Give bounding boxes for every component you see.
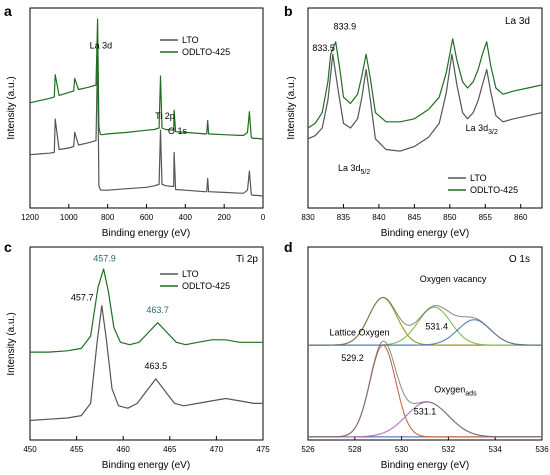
panel-b: b La 3d 830 835 840 845 850 855 860 833.5 833.9 L… xyxy=(284,3,543,239)
annotation-d-1: 531.4 xyxy=(425,321,448,331)
x-tick-label-a-1: 1000 xyxy=(60,213,78,222)
plot-area-b: 830 835 840 845 850 855 860 833.5 833.9 La 3d5/2 L… xyxy=(301,22,543,222)
panel-title-b: La 3d xyxy=(505,16,530,27)
x-tick-label-d-1: 528 xyxy=(348,445,362,454)
annotation-d-2: Lattice Oxygen xyxy=(329,328,389,338)
panel-title-d: O 1s xyxy=(509,254,530,265)
legend-b: LTO ODLTO-425 xyxy=(448,173,518,195)
x-tick-label-b-6: 860 xyxy=(514,213,528,222)
x-tick-label-c-1: 455 xyxy=(70,445,84,454)
annotation-a-2: O 1s xyxy=(168,126,188,136)
annotation-a-1: Ti 2p xyxy=(155,111,175,121)
legend-label-lto: LTO xyxy=(182,35,199,45)
x-tick-label-d-4: 534 xyxy=(489,445,503,454)
fit-envelope-upper xyxy=(308,296,542,346)
x-tick-label-b-4: 850 xyxy=(443,213,457,222)
y-axis-label-c: Intensity (a.u.) xyxy=(6,312,17,375)
x-tick-label-c-4: 470 xyxy=(210,445,224,454)
fit-envelope-lower xyxy=(308,340,542,438)
y-axis-label-a: Intensity (a.u.) xyxy=(6,76,17,139)
legend-label-lto-c: LTO xyxy=(182,269,199,279)
legend-label-lto-b: LTO xyxy=(470,173,487,183)
plot-frame-c xyxy=(29,246,264,441)
x-tick-label-b-1: 835 xyxy=(337,213,351,222)
legend-label-odlto-c: ODLTO-425 xyxy=(182,281,230,291)
annotation-d-5: 531.1 xyxy=(414,407,437,417)
series-line-b-odlto-425 xyxy=(307,38,543,129)
x-axis-label-b: Binding energy (eV) xyxy=(381,228,469,239)
legend-a: LTO ODLTO-425 xyxy=(160,35,230,57)
x-tick-label-a-0: 1200 xyxy=(21,213,39,222)
x-tick-label-d-3: 532 xyxy=(442,445,456,454)
plot-frame-d xyxy=(307,246,543,441)
x-tick-label-b-3: 845 xyxy=(408,213,422,222)
x-tick-label-b-5: 855 xyxy=(479,213,493,222)
annotation-c-2: 463.7 xyxy=(146,305,169,315)
x-tick-label-d-0: 526 xyxy=(301,445,315,454)
annotation-a-0: La 3d xyxy=(90,41,113,51)
panel-letter-d: d xyxy=(284,239,293,255)
x-axis-label-c: Binding energy (eV) xyxy=(102,460,190,471)
annotation-d-0: Oxygen vacancy xyxy=(420,274,487,284)
x-tick-label-a-6: 0 xyxy=(261,213,266,222)
panel-a: a 1200 1000 800 600 400 200 0 La 3d Ti 2p O 1s Bi… xyxy=(4,3,266,239)
plot-frame-a xyxy=(29,7,264,209)
annotation-d-3: 529.2 xyxy=(341,353,364,363)
panel-letter-a: a xyxy=(4,3,12,19)
legend-label-odlto-b: ODLTO-425 xyxy=(470,185,518,195)
x-tick-label-a-2: 800 xyxy=(101,213,115,222)
x-tick-label-a-3: 600 xyxy=(140,213,154,222)
annotation-b-3: La 3d3/2 xyxy=(466,123,498,136)
x-tick-label-d-5: 536 xyxy=(535,445,549,454)
annotation-b-2: La 3d5/2 xyxy=(338,163,370,176)
series-line-b-lto xyxy=(307,53,543,152)
annotation-b-1: 833.9 xyxy=(334,22,357,32)
panel-c: c Ti 2p 450 455 460 465 470 475 457.9 457.7 463.… xyxy=(4,239,270,471)
legend-label-odlto: ODLTO-425 xyxy=(182,47,230,57)
annotation-c-1: 457.7 xyxy=(71,293,94,303)
annotation-b-0: 833.5 xyxy=(312,43,335,53)
panel-title-c: Ti 2p xyxy=(236,254,258,265)
annotation-d-4: Oxygenads xyxy=(434,385,477,398)
plot-area-d: 526 528 530 532 534 536 Oxygen vacancy 531.4 Lat… xyxy=(301,274,549,454)
legend-c: LTO ODLTO-425 xyxy=(160,269,230,291)
series-line-a-odlto-425 xyxy=(29,18,264,140)
y-axis-label-b: Intensity (a.u.) xyxy=(286,76,297,139)
x-axis-label-a: Binding energy (eV) xyxy=(102,228,190,239)
x-tick-label-c-0: 450 xyxy=(23,445,37,454)
x-tick-label-b-2: 840 xyxy=(372,213,386,222)
x-tick-label-b-0: 830 xyxy=(301,213,315,222)
series-line-a-lto xyxy=(29,55,264,197)
plot-area-c: 450 455 460 465 470 475 457.9 457.7 463.7 463.5 xyxy=(23,254,270,454)
panel-letter-b: b xyxy=(284,3,293,19)
annotation-c-0: 457.9 xyxy=(93,254,116,264)
plot-area-a: 1200 1000 800 600 400 200 0 La 3d Ti 2p O 1s xyxy=(21,18,266,222)
series-line-c-lto xyxy=(29,305,263,422)
series-line-c-odlto-425 xyxy=(30,268,263,353)
x-axis-label-d: Binding energy (eV) xyxy=(381,460,469,471)
x-tick-label-a-4: 400 xyxy=(179,213,193,222)
x-tick-label-c-3: 465 xyxy=(163,445,177,454)
panel-letter-c: c xyxy=(4,239,12,255)
x-tick-label-c-5: 475 xyxy=(256,445,270,454)
x-tick-label-d-2: 530 xyxy=(395,445,409,454)
plot-frame-b xyxy=(307,7,543,209)
annotation-c-3: 463.5 xyxy=(145,361,168,371)
x-tick-label-a-5: 200 xyxy=(217,213,231,222)
x-tick-label-c-2: 460 xyxy=(117,445,131,454)
